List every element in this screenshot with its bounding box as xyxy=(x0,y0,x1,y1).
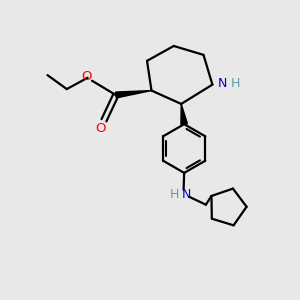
Text: H: H xyxy=(231,76,240,90)
Polygon shape xyxy=(116,91,152,98)
Text: N: N xyxy=(218,76,227,90)
Text: N: N xyxy=(181,188,191,201)
Text: H: H xyxy=(170,188,179,201)
Text: O: O xyxy=(96,122,106,135)
Polygon shape xyxy=(181,104,188,124)
Text: O: O xyxy=(81,70,92,83)
